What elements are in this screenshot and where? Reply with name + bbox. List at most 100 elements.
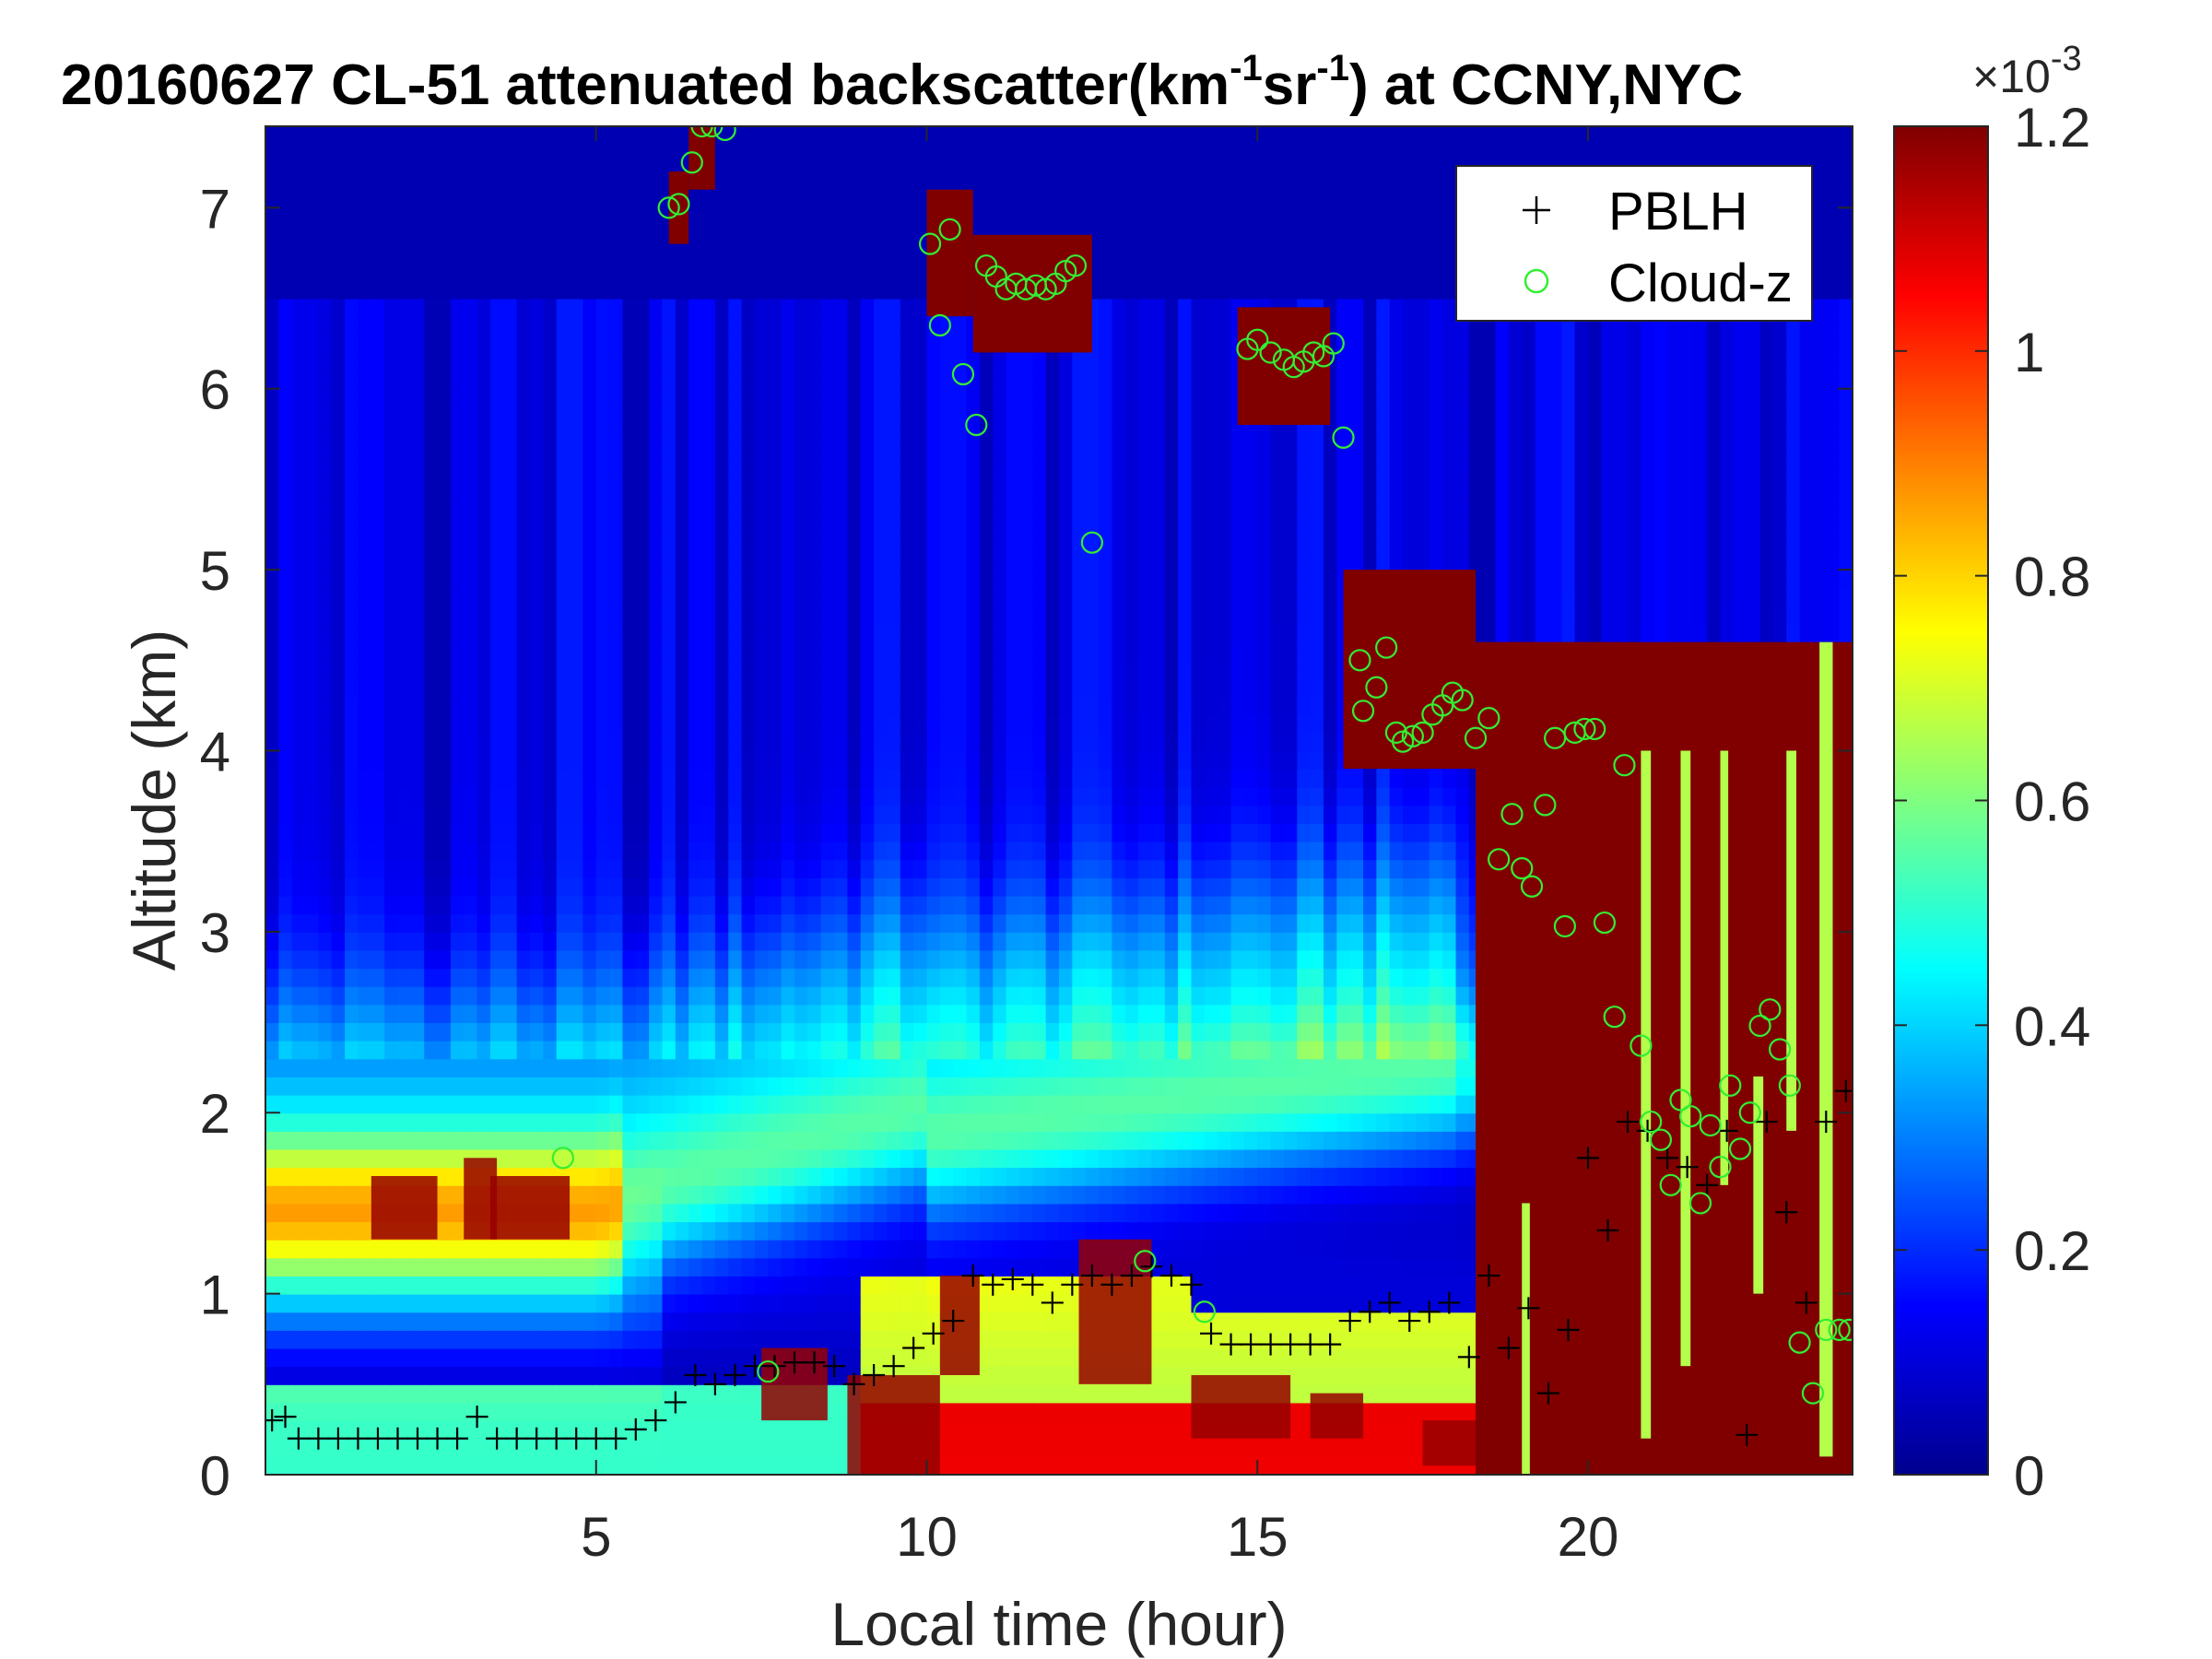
heatmap-cell xyxy=(741,1239,756,1259)
heatmap-cell xyxy=(609,985,624,1006)
heatmap-cell xyxy=(464,1420,478,1440)
heatmap-cell xyxy=(397,696,412,716)
heatmap-cell xyxy=(1085,425,1100,444)
heatmap-cell xyxy=(595,442,611,463)
heatmap-cell xyxy=(993,1438,1007,1458)
heatmap-cell xyxy=(741,677,756,698)
heatmap-cell xyxy=(675,1383,690,1404)
heatmap-cell xyxy=(913,1130,928,1150)
heatmap-cell xyxy=(318,985,333,1006)
heatmap-cell xyxy=(913,1257,928,1277)
heatmap-cell xyxy=(424,823,439,842)
heatmap-cell xyxy=(464,478,478,499)
heatmap-cell xyxy=(913,1293,928,1313)
heatmap-cell xyxy=(1124,1094,1140,1114)
heatmap-cell xyxy=(1059,515,1074,535)
heatmap-cell xyxy=(887,461,901,480)
heatmap-cell xyxy=(570,171,584,191)
heatmap-cell xyxy=(847,859,862,878)
heatmap-cell xyxy=(477,1094,491,1114)
heatmap-cell xyxy=(397,334,412,354)
heatmap-cell xyxy=(834,1040,849,1060)
heatmap-cell xyxy=(1018,823,1034,842)
heatmap-cell xyxy=(688,1275,703,1295)
heatmap-cell xyxy=(953,1076,968,1096)
heatmap-cell xyxy=(464,841,478,861)
heatmap-cell xyxy=(728,1167,743,1186)
heatmap-cell xyxy=(609,1239,624,1259)
heatmap-cell xyxy=(331,207,347,228)
heatmap-cell xyxy=(318,696,333,716)
heatmap-cell xyxy=(410,442,426,463)
heatmap-cell xyxy=(464,171,478,191)
heatmap-cell xyxy=(834,135,849,155)
heatmap-cell xyxy=(728,1058,743,1077)
heatmap-cell xyxy=(331,714,347,734)
heatmap-cell xyxy=(1124,1438,1140,1458)
heatmap-cell xyxy=(714,135,730,155)
heatmap-cell xyxy=(768,587,782,607)
heatmap-cell xyxy=(1018,677,1034,698)
heatmap-cell xyxy=(887,406,901,427)
heatmap-cell xyxy=(781,442,795,463)
heatmap-cell xyxy=(358,126,372,136)
heatmap-cell xyxy=(371,823,386,842)
heatmap-cell xyxy=(1032,1004,1047,1024)
heatmap-cell xyxy=(609,334,624,354)
heatmap-cell xyxy=(543,243,558,264)
heatmap-cell xyxy=(477,1275,491,1295)
heatmap-cell xyxy=(662,1456,677,1475)
heatmap-cell xyxy=(410,606,426,626)
heatmap-cell xyxy=(331,1040,347,1060)
heatmap-cell xyxy=(278,298,293,318)
heatmap-cell xyxy=(649,1329,664,1349)
heatmap-cell xyxy=(649,226,664,245)
heatmap-cell xyxy=(371,895,386,915)
heatmap-cell xyxy=(570,1347,584,1368)
heatmap-cell xyxy=(1085,931,1100,951)
heatmap-cell xyxy=(714,334,730,354)
heatmap-cell xyxy=(860,352,876,372)
heatmap-cell xyxy=(424,1366,439,1385)
heatmap-cell xyxy=(913,497,928,517)
heatmap-cell xyxy=(728,570,743,589)
heatmap-cell xyxy=(953,931,968,951)
heatmap-cell xyxy=(834,805,849,825)
heatmap-cell xyxy=(622,262,637,281)
heatmap-cell xyxy=(265,478,280,499)
heatmap-cell xyxy=(570,497,584,517)
heatmap-cell xyxy=(530,262,545,281)
heatmap-cell xyxy=(1045,1022,1060,1041)
heatmap-cell xyxy=(781,696,795,716)
heatmap-cell xyxy=(477,985,491,1006)
heatmap-cell xyxy=(570,985,584,1006)
heatmap-cell xyxy=(1032,624,1047,643)
heatmap-cell xyxy=(1045,1112,1060,1132)
heatmap-cell xyxy=(464,624,478,643)
heatmap-cell xyxy=(595,226,611,245)
heatmap-cell xyxy=(887,1329,901,1349)
heatmap-cell xyxy=(278,587,293,607)
heatmap-cell xyxy=(410,1239,426,1259)
heatmap-cell xyxy=(530,497,545,517)
heatmap-cell xyxy=(794,1312,809,1331)
heatmap-cell xyxy=(595,895,611,915)
heatmap-cell xyxy=(1018,786,1034,806)
heatmap-cell xyxy=(754,1004,770,1024)
heatmap-cell xyxy=(437,1420,452,1440)
heatmap-cell xyxy=(305,461,320,480)
heatmap-cell xyxy=(635,949,651,970)
heatmap-cell xyxy=(754,243,770,264)
heatmap-cell xyxy=(741,1094,756,1114)
heatmap-cell xyxy=(728,406,743,427)
heatmap-cell xyxy=(516,570,531,589)
heatmap-cell xyxy=(345,769,359,788)
heatmap-cell xyxy=(649,1094,664,1114)
heatmap-cell xyxy=(966,406,981,427)
heatmap-cell xyxy=(741,551,756,571)
heatmap-cell xyxy=(595,660,611,679)
heatmap-cell xyxy=(874,1076,888,1096)
heatmap-cell xyxy=(979,442,994,463)
heatmap-cell xyxy=(662,279,677,300)
heatmap-cell xyxy=(397,714,412,734)
